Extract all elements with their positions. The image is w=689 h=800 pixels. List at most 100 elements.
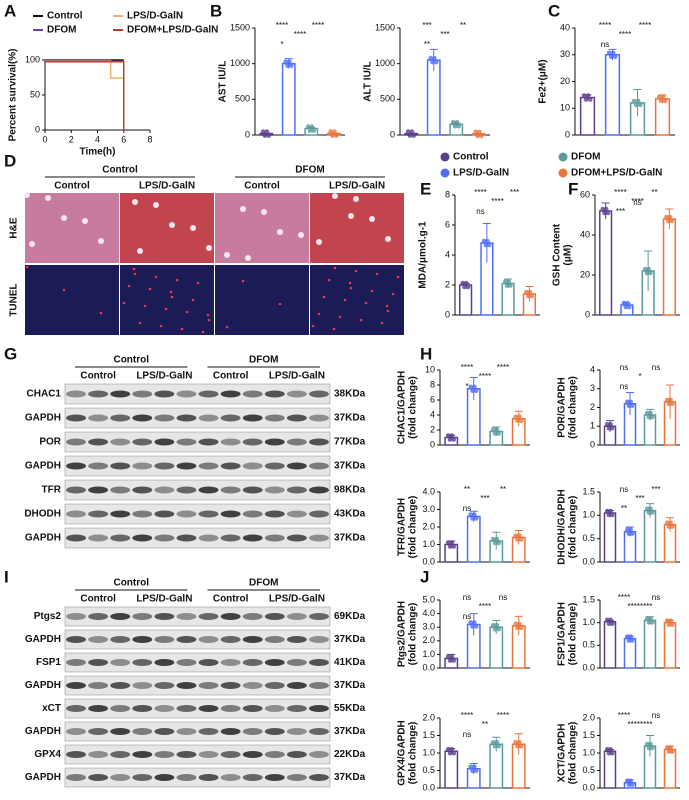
tissue-spot <box>206 313 210 317</box>
blot-band <box>286 728 307 735</box>
data-dot <box>473 768 479 774</box>
blot-band <box>264 390 285 398</box>
size-label: 37KDa <box>334 772 366 783</box>
data-dot <box>629 403 635 409</box>
data-dot <box>524 289 529 295</box>
blot-band <box>198 438 219 446</box>
blot-band <box>220 613 241 620</box>
protein-label: GAPDH <box>25 533 61 544</box>
significance: ns <box>463 730 471 739</box>
data-dot <box>668 745 673 750</box>
y-tick-label: 1 <box>590 421 595 431</box>
data-dot <box>608 421 613 427</box>
blot-band <box>264 751 285 758</box>
data-dot <box>623 304 629 310</box>
tissue-spot <box>61 215 67 221</box>
data-dot <box>626 304 632 310</box>
data-dot <box>604 508 610 514</box>
blot-band <box>110 636 131 643</box>
blot-strip <box>64 527 331 549</box>
tissue-spot <box>122 301 126 305</box>
blot-band <box>66 438 86 446</box>
blot-band <box>132 414 153 422</box>
blot-band <box>264 682 285 689</box>
blot-band <box>66 462 86 470</box>
data-dot <box>517 414 522 420</box>
significance: ns <box>620 382 628 391</box>
data-dot <box>609 512 615 518</box>
data-dot <box>581 93 587 98</box>
data-dot <box>642 266 648 272</box>
blot-band <box>309 728 329 735</box>
blot-band <box>66 659 86 666</box>
blot-band <box>198 728 219 735</box>
subgroup-header: Control <box>80 594 116 605</box>
blot-band <box>264 728 285 735</box>
data-dot <box>447 658 453 663</box>
significance: **** <box>614 188 626 197</box>
tissue-spot <box>138 321 142 325</box>
y-tick-label: 1.0 <box>422 747 435 757</box>
data-dot <box>628 399 633 405</box>
tissue-spot <box>25 265 29 269</box>
data-dot <box>606 425 612 431</box>
subgroup-header: Control <box>213 371 249 382</box>
blot-band <box>176 728 197 735</box>
y-axis-label: XCT/GAPDH <box>557 724 568 783</box>
data-dot <box>451 658 457 663</box>
y-tick-label: 0.5 <box>582 765 595 775</box>
data-dot <box>649 414 655 420</box>
data-dot <box>472 620 477 625</box>
tissue-spot <box>175 278 179 282</box>
data-dot <box>517 621 522 627</box>
column-header: LPS/D-GalN <box>139 181 195 192</box>
blot-band <box>198 636 219 643</box>
data-dot <box>668 618 673 623</box>
y-axis-label: GPX4/GAPDH <box>397 720 408 786</box>
significance: ** <box>500 485 506 494</box>
micrograph <box>215 265 309 335</box>
blot-band <box>309 751 329 758</box>
blot-band <box>264 659 285 666</box>
panel-label: C <box>548 1 560 20</box>
significance: * <box>465 382 468 391</box>
blot-band <box>242 774 263 781</box>
data-dot <box>451 750 457 756</box>
data-dot <box>648 506 653 511</box>
tissue-spot <box>196 281 200 285</box>
data-dot <box>669 401 675 407</box>
blot-band <box>176 751 197 758</box>
blot-band <box>110 751 131 758</box>
tissue-spot <box>180 327 184 331</box>
blot-band <box>176 659 197 666</box>
x-axis-label: Time(h) <box>80 147 116 158</box>
data-dot <box>666 622 672 627</box>
data-dot <box>515 537 520 542</box>
y-tick-label: 2 <box>590 402 595 412</box>
blot-band <box>154 751 175 758</box>
tissue-spot <box>316 239 322 245</box>
y-tick-label: 0.0 <box>422 782 435 792</box>
subgroup-header: LPS/D-GalN <box>269 594 325 605</box>
blot-band <box>220 390 241 398</box>
data-dot <box>637 102 643 108</box>
data-dot <box>527 289 533 295</box>
blot-band <box>88 613 109 620</box>
y-tick-label: 10 <box>425 364 435 374</box>
y-axis-label: ALT IU/L <box>363 61 374 101</box>
data-dot <box>481 238 487 244</box>
legend-label: LPS/D-GalN <box>453 168 509 179</box>
blot-band <box>154 390 175 398</box>
blot-band <box>309 774 329 781</box>
blot-band <box>198 462 219 470</box>
data-dot <box>405 129 411 134</box>
blot-band <box>309 613 329 620</box>
blot-band <box>286 774 307 781</box>
tissue-spot <box>241 279 245 283</box>
significance: *** <box>480 494 489 503</box>
tissue-spot <box>369 216 375 222</box>
data-dot <box>669 622 675 627</box>
blot-band <box>220 414 241 422</box>
size-label: 43KDa <box>334 509 366 520</box>
significance: **** <box>631 197 643 206</box>
